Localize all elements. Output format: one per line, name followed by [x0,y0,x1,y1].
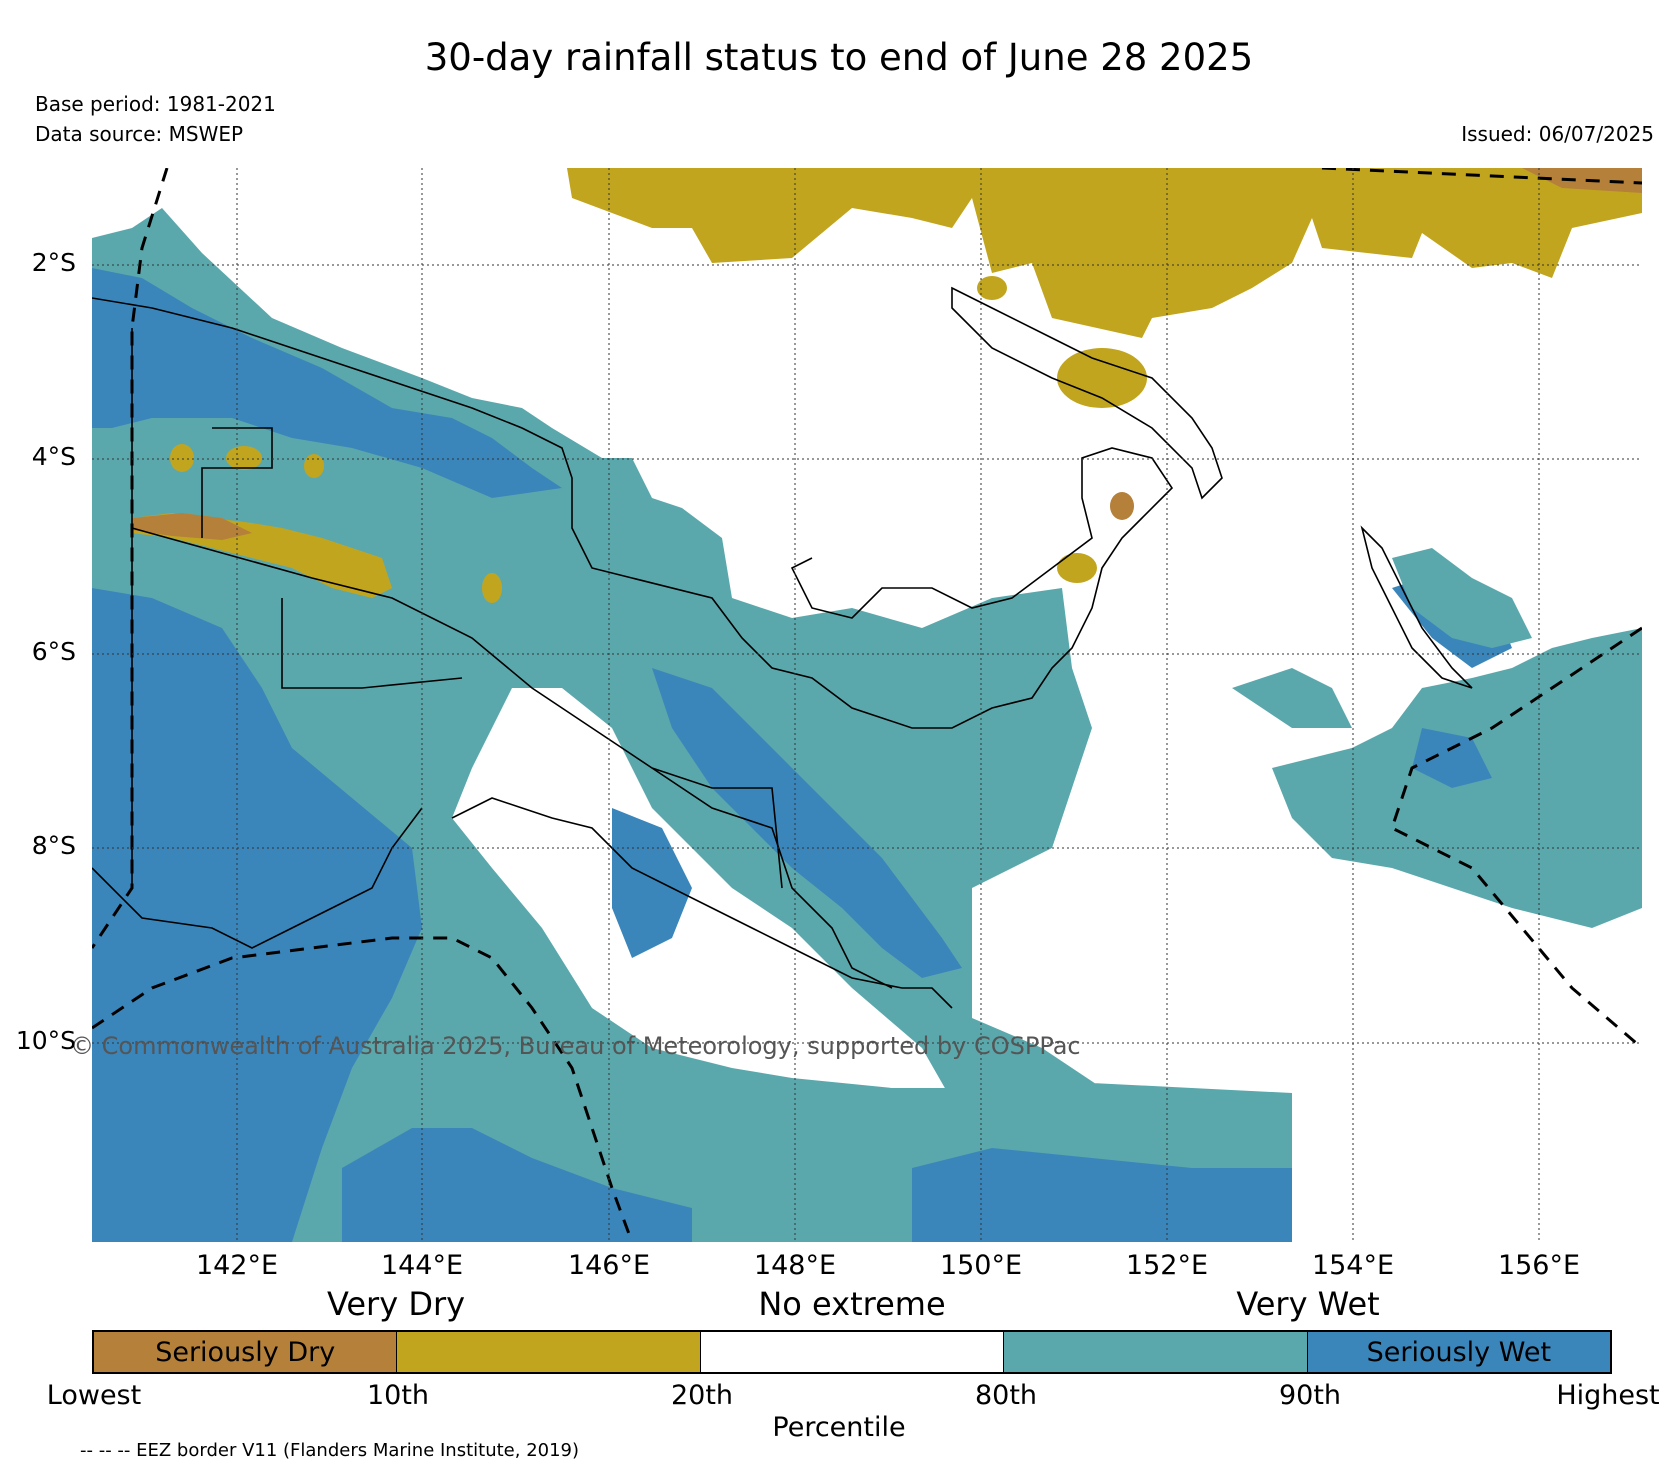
lon-label-150e: 150°E [939,1250,1023,1281]
lat-label-2s: 2°S [31,248,76,277]
legend-seriously-dry: Seriously Dry [94,1332,398,1372]
issued-date: Issued: 06/07/2025 [1461,122,1654,146]
tick-80th: 80th [974,1380,1038,1411]
copyright-notice: © Commonwealth of Australia 2025, Bureau… [70,1032,1081,1060]
tick-highest: Highest [1556,1380,1660,1411]
legend-very-dry [397,1332,701,1372]
legend-very-wet [1004,1332,1308,1372]
category-very-dry: Very Dry [326,1285,466,1323]
lat-label-10s: 10°S [15,1026,76,1055]
percentile-label: Percentile [772,1412,906,1443]
tick-10th: 10th [366,1380,430,1411]
lat-label-6s: 6°S [31,637,76,666]
data-source: Data source: MSWEP [35,122,244,146]
lon-label-156e: 156°E [1497,1250,1581,1281]
lon-label-154e: 154°E [1311,1250,1395,1281]
lon-label-146e: 146°E [567,1250,651,1281]
lon-label-152e: 152°E [1125,1250,1209,1281]
tick-90th: 90th [1278,1380,1342,1411]
lat-label-8s: 8°S [31,831,76,860]
tick-20th: 20th [670,1380,734,1411]
base-period: Base period: 1981-2021 [35,92,276,116]
category-very-wet: Very Wet [1236,1285,1380,1323]
rainfall-map [92,168,1642,1242]
tick-lowest: Lowest [46,1380,142,1411]
map-title: 30-day rainfall status to end of June 28… [424,36,1254,79]
lat-label-4s: 4°S [31,442,76,471]
legend-no-extreme [700,1332,1005,1372]
lon-label-148e: 148°E [753,1250,837,1281]
legend-colorbar: Seriously Dry Seriously Wet [92,1330,1612,1374]
category-no-extreme: No extreme [758,1285,946,1323]
legend-seriously-wet: Seriously Wet [1307,1332,1611,1372]
lon-label-142e: 142°E [195,1250,279,1281]
eez-note: -- -- -- EEZ border V11 (Flanders Marine… [80,1440,580,1461]
lon-label-144e: 144°E [380,1250,464,1281]
